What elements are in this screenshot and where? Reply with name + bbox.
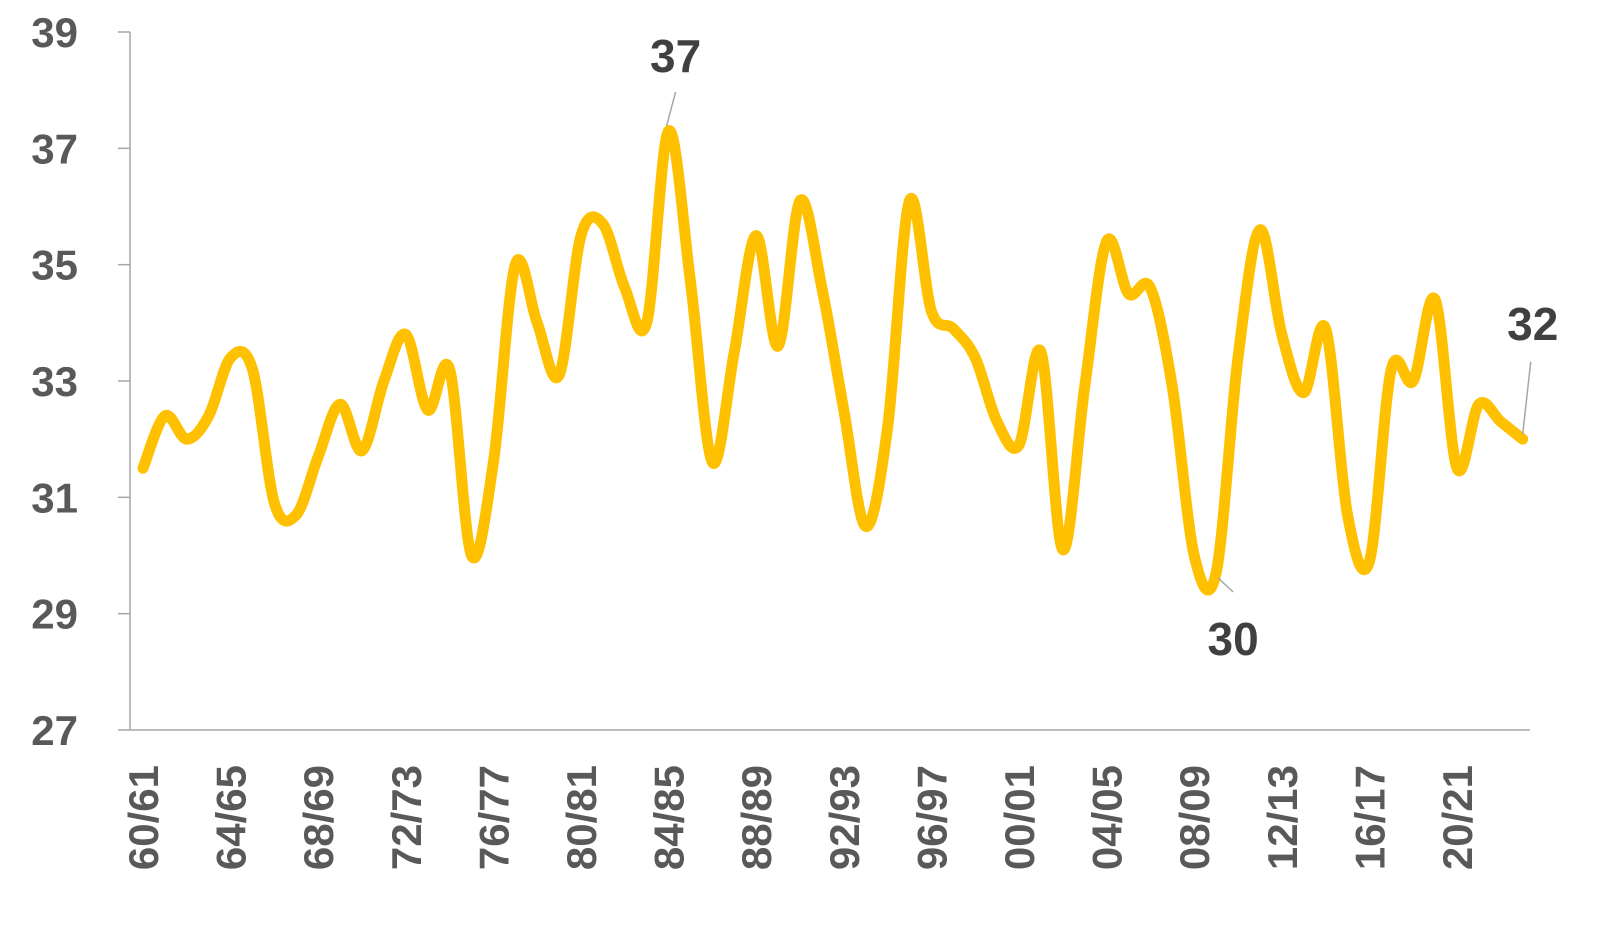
x-tick-label: 04/05 [1084,765,1131,870]
y-tick-label: 29 [31,591,78,638]
y-tick-label: 37 [31,125,78,172]
leader-line [665,91,677,127]
x-tick-label: 20/21 [1434,765,1481,870]
x-tick-label: 76/77 [470,765,517,870]
x-tick-label: 72/73 [383,765,430,870]
x-tick-label: 80/81 [558,765,605,870]
x-tick-label: 92/93 [821,765,868,870]
leader-line [1521,361,1532,435]
x-tick-label: 60/61 [120,765,167,870]
line [137,125,1529,596]
x-tick-label: 00/01 [996,765,1043,870]
y-tick-label: 33 [31,358,78,405]
y-tick-label: 27 [31,707,78,754]
y-tick-label: 35 [31,242,78,289]
x-tick-label: 12/13 [1259,765,1306,870]
y-tick-label: 39 [31,9,78,56]
data-label: 30 [1208,613,1259,665]
data-label: 32 [1507,298,1558,350]
x-tick-label: 08/09 [1171,765,1218,870]
data-label: 37 [650,30,701,82]
x-tick-label: 88/89 [733,765,780,870]
leader-line [1217,577,1234,593]
x-tick-label: 16/17 [1346,765,1393,870]
y-tick-label: 31 [31,474,78,521]
x-tick-label: 64/65 [208,765,255,870]
x-tick-label: 68/69 [295,765,342,870]
x-tick-label: 96/97 [908,765,955,870]
x-tick-label: 84/85 [646,765,693,870]
